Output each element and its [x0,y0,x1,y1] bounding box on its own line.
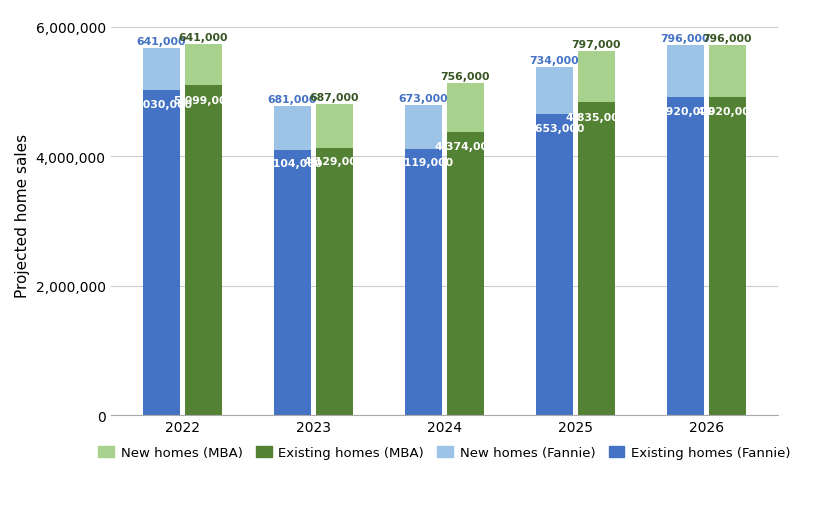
Bar [405,149,442,415]
Text: 796,000: 796,000 [703,34,752,44]
Text: 4,835,000: 4,835,000 [566,112,627,123]
Bar [536,115,573,415]
Bar [447,84,483,133]
Text: 4,374,000: 4,374,000 [435,142,496,151]
Bar [536,68,573,115]
Bar [578,103,615,415]
Bar [578,51,615,103]
Text: 681,000: 681,000 [268,94,318,104]
Text: 5,030,000: 5,030,000 [131,100,192,110]
Bar [667,98,704,415]
Text: 687,000: 687,000 [309,93,359,102]
Bar [144,49,180,91]
Bar [316,149,353,415]
Bar [405,106,442,149]
Text: 4,129,000: 4,129,000 [304,157,365,166]
Text: 4,653,000: 4,653,000 [524,124,585,134]
Bar [447,133,483,415]
Text: 673,000: 673,000 [398,94,448,104]
Bar [667,46,704,98]
Text: 641,000: 641,000 [137,37,186,47]
Text: 756,000: 756,000 [441,72,490,82]
Text: 734,000: 734,000 [530,55,579,66]
Legend: New homes (MBA), Existing homes (MBA), New homes (Fannie), Existing homes (Fanni: New homes (MBA), Existing homes (MBA), N… [93,441,796,465]
Text: 4,920,000: 4,920,000 [696,107,758,117]
Bar [144,91,180,415]
Bar [709,98,746,415]
Text: 4,104,000: 4,104,000 [262,158,323,168]
Text: 4,920,000: 4,920,000 [655,107,716,117]
Text: 5,099,000: 5,099,000 [173,96,234,106]
Bar [274,106,311,150]
Bar [185,86,222,415]
Bar [709,46,746,98]
Text: 4,119,000: 4,119,000 [393,157,454,167]
Bar [185,45,222,86]
Text: 796,000: 796,000 [661,34,710,44]
Bar [274,150,311,415]
Y-axis label: Projected home sales: Projected home sales [15,133,30,297]
Text: 797,000: 797,000 [572,40,621,50]
Bar [316,104,353,149]
Text: 641,000: 641,000 [179,33,229,43]
